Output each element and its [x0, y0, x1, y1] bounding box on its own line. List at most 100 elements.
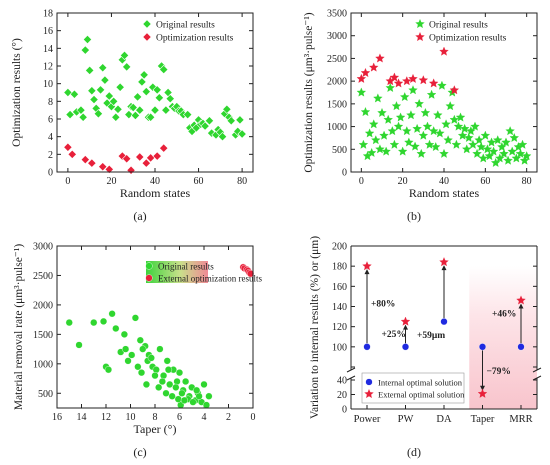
arrow-head [480, 385, 485, 391]
point-a-s1 [159, 143, 169, 153]
point-b-s1 [439, 46, 449, 56]
point-a-s0 [119, 50, 130, 61]
point-b-s0 [371, 135, 381, 145]
point-c-s0 [193, 386, 201, 394]
point-a-s1 [98, 162, 108, 172]
arrow-head [441, 265, 447, 271]
x-tick-label: 80 [237, 176, 247, 187]
point-a-s0 [82, 34, 93, 45]
x-tick-label: 4 [202, 412, 207, 423]
point-b-s0 [395, 112, 406, 122]
point-b-s0 [385, 82, 396, 92]
point-c-s0 [65, 318, 73, 327]
y-tick-label: 4 [48, 132, 53, 143]
internal-point-taper [478, 343, 487, 351]
y-tick-label: 100 [332, 342, 347, 353]
point-b-s0 [426, 89, 437, 99]
y-tick-label: 18 [43, 9, 53, 20]
legend-marker [415, 32, 425, 42]
chart-a: 0 20 40 60 80 0 2 4 6 8 10 12 14 16 18 Random states Opt… [11, 9, 254, 200]
point-b-s0 [480, 130, 491, 140]
point-b-s0 [488, 146, 499, 156]
point-b-s0 [408, 85, 418, 95]
point-c-s0 [99, 317, 108, 326]
point-a-s1 [67, 149, 77, 159]
legend-marker [145, 274, 153, 282]
panel-label-a: (a) [133, 209, 146, 223]
point-b-s0 [439, 148, 449, 158]
plot-frame [56, 12, 254, 173]
point-c-s0 [134, 363, 142, 371]
y-tick-label: 3000 [33, 242, 53, 253]
point-a-s0 [165, 94, 175, 104]
point-a-s1 [126, 165, 136, 175]
point-c-s0 [172, 383, 180, 391]
y-tick-label: 6 [48, 115, 53, 126]
axis-break-mark [346, 375, 356, 381]
legend-label: External optimization results [158, 274, 262, 284]
point-b-s0 [497, 142, 507, 152]
point-c-s0 [205, 392, 213, 400]
point-b-s0 [501, 137, 511, 147]
point-a-s0 [124, 109, 134, 120]
point-b-s0 [505, 126, 515, 136]
x-tick-label: 8 [153, 412, 158, 423]
point-c-s0 [202, 401, 211, 409]
point-a-s0 [85, 65, 95, 76]
point-b-s1 [408, 73, 418, 83]
x-tick-label: 10 [126, 412, 136, 423]
point-b-s0 [377, 107, 387, 117]
chart-d: 100 120 140 160 180 200 0 20 40 Power PW DA Taper MRR… [309, 236, 542, 425]
plot-frame [350, 12, 538, 173]
point-b-s0 [482, 144, 493, 154]
legend-marker [365, 378, 373, 386]
point-b-s0 [373, 93, 383, 103]
category-label-da: DA [436, 414, 452, 425]
y-tick-label: 2500 [33, 271, 53, 282]
point-b-s0 [433, 110, 443, 120]
point-a-s0 [115, 82, 125, 92]
point-a-s0 [161, 105, 171, 115]
point-b-s0 [451, 139, 462, 149]
point-b-s0 [402, 126, 412, 136]
annotation-mrr: +46% [492, 310, 516, 320]
category-label-pw: PW [398, 414, 414, 425]
point-b-s0 [468, 139, 478, 149]
y-tick-label: 8 [48, 97, 53, 108]
y-tick-label: 500 [332, 145, 347, 156]
y-tick-label: 160 [332, 282, 347, 293]
point-b-s0 [364, 128, 375, 138]
point-b-s0 [356, 87, 367, 97]
point-c-s0 [131, 314, 140, 322]
y-tick-label: 40 [337, 376, 347, 387]
point-a-s0 [98, 63, 108, 73]
point-a-s0 [80, 45, 90, 55]
point-a-s0 [154, 93, 164, 103]
point-c-s0 [124, 357, 132, 365]
point-a-s0 [87, 86, 97, 96]
point-b-s1 [393, 78, 404, 88]
point-b-s1 [360, 67, 371, 78]
point-a-s0 [108, 96, 119, 106]
point-c-s0 [189, 398, 197, 406]
point-b-s1 [389, 72, 400, 82]
category-label-taper: Taper [471, 414, 495, 425]
point-c-s0 [200, 380, 208, 389]
external-point-pw [400, 316, 411, 326]
point-b-s0 [428, 126, 439, 136]
point-c-s0 [182, 377, 190, 386]
x-tick-label: 12 [101, 412, 111, 423]
point-a-s0 [152, 85, 162, 95]
point-b-s1 [368, 62, 379, 72]
point-b-s0 [379, 130, 389, 140]
point-b-s0 [404, 137, 414, 147]
y-tick-label: 1000 [327, 122, 347, 133]
point-b-s1 [356, 73, 367, 83]
point-b-s0 [420, 107, 431, 117]
point-b-s0 [412, 123, 422, 133]
y-tick-label: 1500 [327, 99, 347, 110]
point-c-s0 [104, 366, 113, 374]
point-b-s0 [422, 121, 433, 131]
legend-box [361, 372, 465, 404]
point-b-s0 [492, 135, 503, 145]
